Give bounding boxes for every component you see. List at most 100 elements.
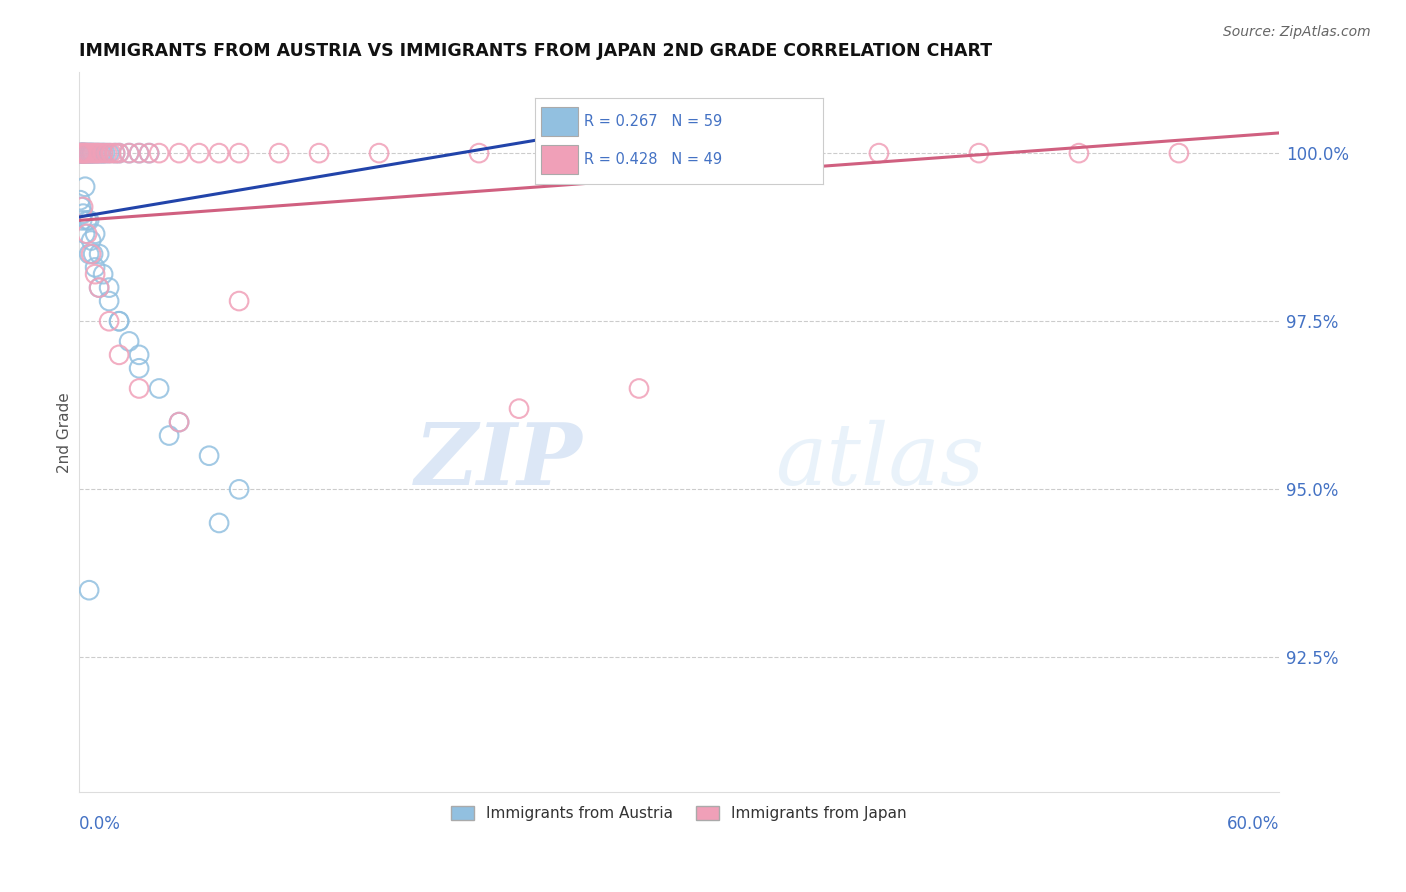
Point [108, 146, 131, 161]
Point [79, 146, 101, 161]
Point [167, 415, 190, 429]
Point [104, 146, 127, 161]
Point [84, 146, 107, 161]
Point [94, 146, 117, 161]
Point [308, 146, 330, 161]
Point [167, 146, 190, 161]
Point [468, 146, 491, 161]
Point [76, 146, 98, 161]
Point [188, 146, 211, 161]
Point [108, 146, 131, 161]
Point [96, 146, 118, 161]
Point [768, 146, 790, 161]
Point [72, 207, 94, 221]
Point [70, 146, 93, 161]
Point [75, 146, 97, 161]
Point [86, 146, 108, 161]
Point [627, 382, 650, 396]
Point [668, 146, 690, 161]
Point [82, 247, 104, 261]
Point [138, 146, 160, 161]
Point [1167, 146, 1189, 161]
Point [77, 146, 100, 161]
Point [868, 146, 890, 161]
Point [70, 146, 93, 161]
Point [76, 213, 98, 227]
Point [967, 146, 990, 161]
Text: 0.0%: 0.0% [79, 815, 121, 833]
Point [75, 146, 97, 161]
Point [70, 146, 93, 161]
Point [118, 146, 141, 161]
Point [148, 382, 170, 396]
Point [87, 247, 110, 261]
Point [228, 294, 250, 309]
Point [90, 146, 112, 161]
Text: Source: ZipAtlas.com: Source: ZipAtlas.com [1223, 25, 1371, 39]
Point [128, 382, 150, 396]
Point [69, 193, 91, 207]
Point [208, 516, 231, 530]
Point [100, 146, 122, 161]
Point [108, 348, 131, 362]
Point [69, 146, 91, 161]
Point [167, 415, 190, 429]
Point [75, 146, 97, 161]
Point [73, 146, 96, 161]
Point [104, 146, 127, 161]
Point [70, 200, 93, 214]
Point [87, 146, 110, 161]
Point [69, 146, 91, 161]
Point [157, 428, 180, 442]
Point [118, 334, 141, 349]
Point [72, 146, 94, 161]
Point [84, 146, 107, 161]
Text: IMMIGRANTS FROM AUSTRIA VS IMMIGRANTS FROM JAPAN 2ND GRADE CORRELATION CHART: IMMIGRANTS FROM AUSTRIA VS IMMIGRANTS FR… [79, 42, 993, 60]
Y-axis label: 2nd Grade: 2nd Grade [58, 392, 72, 473]
Point [84, 227, 107, 241]
Point [70, 213, 93, 227]
Point [98, 314, 121, 328]
Point [228, 483, 250, 497]
Point [69, 146, 91, 161]
Point [118, 146, 141, 161]
Point [198, 449, 221, 463]
Point [87, 280, 110, 294]
Point [208, 146, 231, 161]
Point [73, 146, 96, 161]
Point [91, 267, 114, 281]
Point [1067, 146, 1090, 161]
Point [75, 227, 97, 241]
Point [75, 179, 97, 194]
Point [91, 146, 114, 161]
Point [84, 260, 107, 275]
Text: 60.0%: 60.0% [1226, 815, 1279, 833]
Point [568, 146, 591, 161]
Point [80, 234, 103, 248]
Point [98, 294, 121, 309]
Point [138, 146, 160, 161]
Point [72, 146, 94, 161]
Point [508, 401, 530, 416]
Point [98, 146, 121, 161]
Point [82, 146, 104, 161]
Text: atlas: atlas [775, 419, 984, 502]
Point [108, 314, 131, 328]
Point [148, 146, 170, 161]
Point [77, 146, 100, 161]
Point [87, 146, 110, 161]
Point [84, 267, 107, 281]
Point [72, 146, 94, 161]
Point [86, 146, 108, 161]
Point [77, 247, 100, 261]
Point [77, 583, 100, 598]
Point [72, 146, 94, 161]
Point [128, 146, 150, 161]
Point [80, 146, 103, 161]
Point [108, 314, 131, 328]
Point [77, 213, 100, 227]
Point [128, 361, 150, 376]
Point [76, 146, 98, 161]
Point [128, 146, 150, 161]
Point [368, 146, 391, 161]
